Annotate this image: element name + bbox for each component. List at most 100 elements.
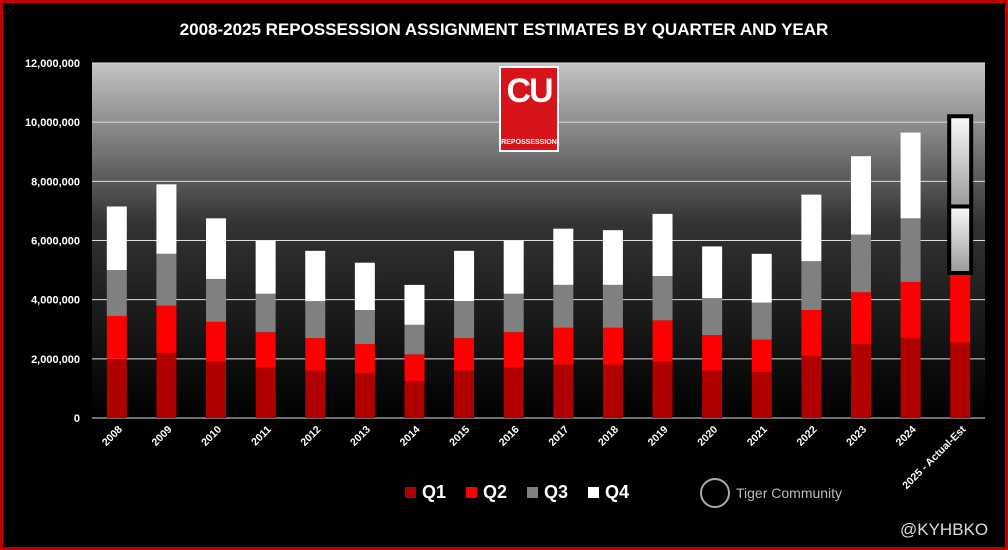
bar-segment-q4 bbox=[404, 284, 425, 325]
bar-segment-q1 bbox=[702, 370, 723, 418]
bar-segment-q3 bbox=[702, 298, 723, 336]
bar-segment-q3 bbox=[404, 324, 425, 355]
bar-segment-q2 bbox=[553, 327, 574, 365]
bar-segment-q2 bbox=[702, 335, 723, 371]
bar-segment-q4 bbox=[751, 253, 772, 303]
bar-segment-q4 bbox=[206, 218, 227, 279]
x-tick-label: 2023 bbox=[844, 424, 869, 449]
x-tick-label: 2012 bbox=[298, 424, 323, 449]
x-tick-label: 2024 bbox=[894, 424, 919, 449]
bar-segment-q2 bbox=[206, 321, 227, 362]
legend-swatch-q3 bbox=[527, 487, 539, 498]
bar-segment-q1 bbox=[850, 344, 871, 418]
legend-item-q4: Q4 bbox=[588, 482, 629, 503]
bar-segment-q1 bbox=[602, 364, 623, 418]
legend-item-q3: Q3 bbox=[527, 482, 568, 503]
bar-segment-q1 bbox=[900, 338, 921, 418]
bar-segment-q3 bbox=[255, 293, 276, 333]
bar-segment-q3 bbox=[602, 284, 623, 328]
bar-segment-q2 bbox=[751, 339, 772, 373]
y-tick-label: 4,000,000 bbox=[31, 295, 80, 307]
bar-segment-q1 bbox=[652, 361, 673, 418]
bar-segment-q1 bbox=[156, 352, 177, 418]
x-tick-label: 2011 bbox=[249, 424, 274, 449]
bar-segment-q1 bbox=[553, 364, 574, 418]
bar-segment-q3 bbox=[850, 234, 871, 293]
bar-segment-q4 bbox=[702, 246, 723, 299]
legend-label-q2: Q2 bbox=[483, 482, 508, 502]
bar-segment-q1 bbox=[255, 367, 276, 418]
bar-segment-q4 bbox=[801, 194, 822, 262]
legend-item-q2: Q2 bbox=[466, 482, 507, 503]
bar-segment-q4 bbox=[354, 262, 375, 311]
x-tick-label: 2018 bbox=[596, 424, 621, 449]
bar-segment-q1 bbox=[950, 342, 971, 418]
bar-segment-q3 bbox=[503, 293, 524, 333]
bar-segment-q2 bbox=[900, 281, 921, 339]
bar-segment-q4 bbox=[602, 230, 623, 285]
bar-segment-q4 bbox=[553, 228, 574, 285]
bar-segment-q2 bbox=[354, 344, 375, 374]
watermark: Tiger Community bbox=[700, 478, 842, 508]
bar-segment-q4 bbox=[652, 213, 673, 276]
author-handle: @KYHBKO bbox=[900, 520, 989, 539]
bar-segment-q3 bbox=[900, 218, 921, 282]
y-tick-label: 0 bbox=[74, 413, 80, 425]
bar-segment-q2 bbox=[454, 338, 475, 371]
cu-repossession-logo: CU REPOSSESSION bbox=[499, 66, 559, 152]
logo-mark: CU bbox=[506, 72, 553, 110]
bar-segment-q3 bbox=[553, 284, 574, 328]
bar-segment-q4-estimate bbox=[947, 114, 974, 209]
bar-segment-q3 bbox=[305, 301, 326, 339]
bar-segment-q3 bbox=[156, 253, 177, 306]
legend-swatch-q1 bbox=[405, 487, 416, 498]
x-tick-label: 2009 bbox=[150, 424, 175, 449]
bar-segment-q2 bbox=[106, 315, 127, 359]
bar-segment-q3 bbox=[454, 301, 475, 339]
bar-segment-q4 bbox=[900, 132, 921, 219]
logo-text: REPOSSESSION bbox=[501, 139, 557, 146]
x-tick-label: 2016 bbox=[497, 424, 522, 449]
bar-segment-q2 bbox=[602, 327, 623, 365]
bar-segment-q3 bbox=[206, 278, 227, 322]
bar-segment-q3 bbox=[652, 276, 673, 321]
x-tick-label: 2010 bbox=[199, 424, 224, 449]
bar-segment-q2 bbox=[255, 332, 276, 368]
bar-segment-q2 bbox=[404, 354, 425, 382]
chart-title: 2008-2025 REPOSSESSION ASSIGNMENT ESTIMA… bbox=[179, 20, 829, 39]
y-tick-label: 2,000,000 bbox=[31, 354, 80, 366]
x-tick-label: 2017 bbox=[546, 424, 571, 449]
bar-segment-q4 bbox=[156, 184, 177, 254]
bar-segment-q3 bbox=[801, 261, 822, 311]
legend-label-q3: Q3 bbox=[544, 482, 569, 502]
tiger-community-icon bbox=[700, 478, 730, 508]
x-tick-label: 2021 bbox=[745, 424, 770, 449]
bar-segment-q4 bbox=[503, 240, 524, 294]
bar-segment-q2 bbox=[850, 292, 871, 345]
legend-label-q4: Q4 bbox=[605, 482, 630, 502]
bar-segment-q4 bbox=[255, 240, 276, 294]
y-tick-label: 10,000,000 bbox=[25, 117, 80, 129]
y-tick-label: 12,000,000 bbox=[25, 58, 80, 70]
x-tick-label: 2013 bbox=[348, 424, 373, 449]
bar-segment-q3 bbox=[354, 310, 375, 345]
bar-segment-q1 bbox=[503, 367, 524, 418]
x-tick-label: 2015 bbox=[447, 424, 472, 449]
bar-segment-q2 bbox=[801, 310, 822, 356]
bar-segment-q4 bbox=[305, 250, 326, 302]
bar-segment-q1 bbox=[404, 381, 425, 418]
bar-segment-q2 bbox=[156, 305, 177, 353]
y-tick-label: 6,000,000 bbox=[31, 236, 80, 248]
x-tick-label: 2008 bbox=[100, 424, 125, 449]
bar-segment-q2 bbox=[652, 320, 673, 362]
bar-segment-q1 bbox=[106, 358, 127, 418]
legend-label-q1: Q1 bbox=[422, 482, 447, 502]
bar-segment-q1 bbox=[454, 370, 475, 418]
x-tick-label: 2020 bbox=[695, 424, 720, 449]
x-tick-label: 2019 bbox=[646, 424, 671, 449]
x-tick-label: 2014 bbox=[398, 424, 423, 449]
legend-swatch-q4 bbox=[588, 487, 600, 498]
bar-segment-q4 bbox=[454, 250, 475, 302]
legend-swatch-q2 bbox=[466, 487, 478, 498]
bar-segment-q2 bbox=[503, 332, 524, 368]
